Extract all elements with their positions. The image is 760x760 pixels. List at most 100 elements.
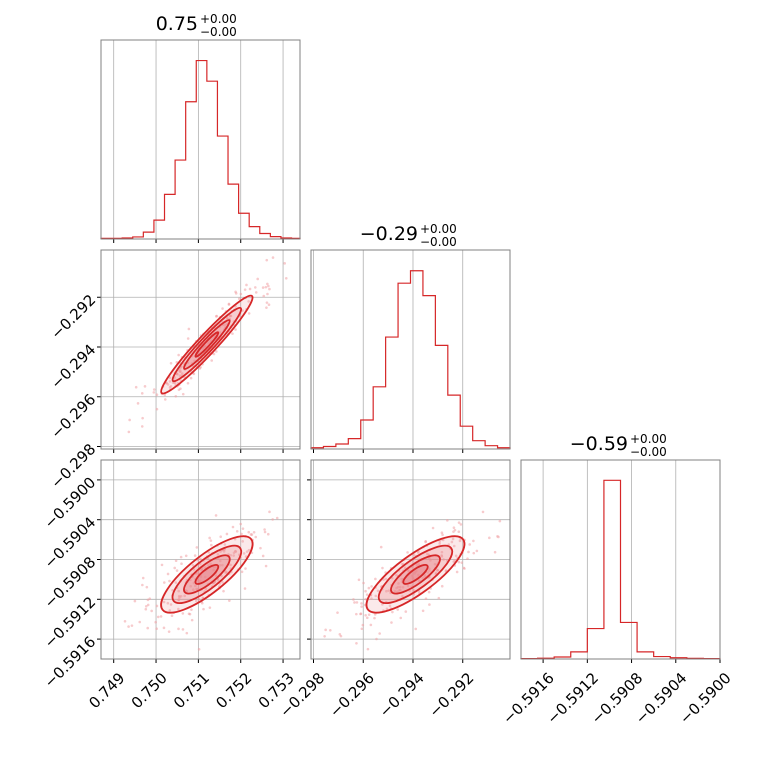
scatter-point xyxy=(181,392,185,396)
scatter-point xyxy=(362,581,365,585)
scatter-point xyxy=(431,526,435,530)
scatter-point xyxy=(385,589,388,593)
scatter-point xyxy=(215,315,218,318)
scatter-point xyxy=(177,627,180,631)
scatter-point xyxy=(199,575,203,579)
scatter-point xyxy=(201,596,205,600)
scatter-point xyxy=(353,601,356,604)
scatter-point xyxy=(454,554,458,558)
scatter-point xyxy=(165,381,168,385)
scatter-point xyxy=(467,550,470,554)
scatter-point xyxy=(195,546,199,549)
contour-level xyxy=(194,331,220,358)
scatter-point xyxy=(148,597,152,600)
scatter-point xyxy=(404,610,408,613)
scatter-point xyxy=(250,533,254,536)
panel-frame xyxy=(310,459,511,660)
scatter-point xyxy=(437,596,441,600)
scatter-point xyxy=(398,585,402,589)
scatter-point xyxy=(140,425,144,428)
scatter-point xyxy=(401,585,405,589)
scatter-point xyxy=(275,516,279,520)
scatter-point xyxy=(133,599,137,603)
scatter-point xyxy=(373,616,376,620)
scatter-point xyxy=(168,579,171,583)
scatter-point xyxy=(162,581,166,584)
scatter-point xyxy=(244,555,248,558)
scatter-point xyxy=(203,575,207,579)
scatter-point xyxy=(141,576,145,580)
scatter-point xyxy=(493,550,497,554)
scatter-point xyxy=(190,618,194,622)
scatter-point xyxy=(177,594,181,598)
scatter-point xyxy=(453,528,457,532)
scatter-point xyxy=(222,589,225,593)
scatter-point xyxy=(360,627,364,631)
scatter-point xyxy=(150,609,153,613)
scatter-point xyxy=(417,573,420,577)
title-minus: −0.00 xyxy=(420,235,457,249)
scatter-point xyxy=(214,565,217,569)
scatter-point xyxy=(177,589,181,593)
scatter-point xyxy=(127,430,131,434)
scatter-point xyxy=(434,571,438,575)
scatter-point xyxy=(209,539,213,542)
scatter-point xyxy=(141,416,144,420)
scatter-point xyxy=(397,582,400,585)
scatter-point xyxy=(455,570,459,574)
scatter-point xyxy=(428,603,431,606)
scatter-point xyxy=(323,634,326,638)
scatter-point xyxy=(253,286,257,289)
scatter-point xyxy=(166,572,170,576)
scatter-point xyxy=(223,323,227,327)
scatter-point xyxy=(428,569,431,572)
scatter-point xyxy=(382,578,385,581)
scatter-point xyxy=(398,588,401,592)
scatter-point xyxy=(154,620,157,624)
scatter-point xyxy=(403,566,407,570)
x-tick-label: 0.752 xyxy=(212,669,255,712)
scatter-point xyxy=(424,540,427,544)
scatter-point xyxy=(208,536,211,540)
scatter-contour-panel-3: −0.298−0.296−0.294−0.292 xyxy=(47,249,301,492)
scatter-point xyxy=(146,626,150,630)
scatter-point xyxy=(160,563,164,567)
scatter-contour-panel-4: 0.749 0.750 0.751 0.752 0.753−0.5916−0.5912−… xyxy=(41,459,301,712)
scatter-point xyxy=(174,394,178,398)
title-plus: +0.00 xyxy=(200,12,237,26)
scatter-point xyxy=(426,571,429,574)
scatter-point xyxy=(181,612,185,615)
scatter-point xyxy=(174,559,178,563)
scatter-point xyxy=(167,630,171,633)
scatter-point xyxy=(212,568,215,572)
scatter-point xyxy=(229,553,233,557)
scatter-point xyxy=(152,391,156,394)
scatter-point xyxy=(155,393,159,397)
scatter-point xyxy=(243,288,247,291)
scatter-point xyxy=(199,557,202,561)
panel-frame xyxy=(100,249,301,450)
contour-level xyxy=(160,535,254,614)
scatter-point xyxy=(365,616,369,620)
scatter-point xyxy=(462,566,466,570)
scatter-point xyxy=(134,385,138,389)
scatter-point xyxy=(438,542,441,545)
scatter-point xyxy=(209,562,213,566)
scatter-point xyxy=(166,601,170,605)
scatter-point xyxy=(438,540,442,543)
scatter-point xyxy=(365,593,369,596)
scatter-point xyxy=(440,555,444,558)
scatter-point xyxy=(229,563,232,567)
scatter-point xyxy=(168,609,172,612)
scatter-point xyxy=(244,567,247,570)
scatter-point xyxy=(412,588,415,592)
x-tick-label: −0.294 xyxy=(376,669,428,721)
scatter-point xyxy=(197,597,201,601)
scatter-point xyxy=(247,312,251,315)
scatter-point xyxy=(457,530,461,534)
scatter-point xyxy=(241,527,245,530)
panel-frame xyxy=(520,459,721,660)
title-minus: −0.00 xyxy=(200,25,237,39)
scatter-point xyxy=(417,579,421,582)
title-param-1: −0.29 +0.00 −0.00 xyxy=(360,222,457,249)
